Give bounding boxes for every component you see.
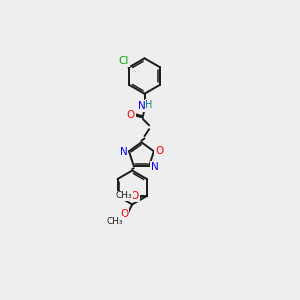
Text: O: O <box>130 191 139 201</box>
Text: N: N <box>120 147 128 157</box>
Text: Cl: Cl <box>118 56 129 66</box>
Text: N: N <box>138 101 146 111</box>
Text: CH₃: CH₃ <box>107 217 124 226</box>
Text: H: H <box>146 100 153 110</box>
Text: N: N <box>151 162 158 172</box>
Text: O: O <box>127 110 135 120</box>
Text: O: O <box>120 209 129 220</box>
Text: CH₃: CH₃ <box>116 191 132 200</box>
Text: O: O <box>155 146 164 155</box>
